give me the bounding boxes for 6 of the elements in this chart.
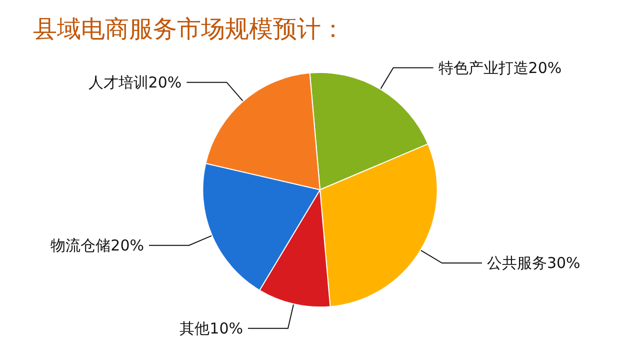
slice-label: 物流仓储20% bbox=[50, 236, 144, 254]
slice-label: 人才培训20% bbox=[88, 73, 182, 92]
slice-label: 公共服务30% bbox=[486, 254, 580, 272]
slice-label: 特色产业打造20% bbox=[438, 58, 562, 77]
chart-title: 县域电商服务市场规模预计： bbox=[33, 15, 345, 43]
slice-label: 其他10% bbox=[180, 319, 243, 338]
